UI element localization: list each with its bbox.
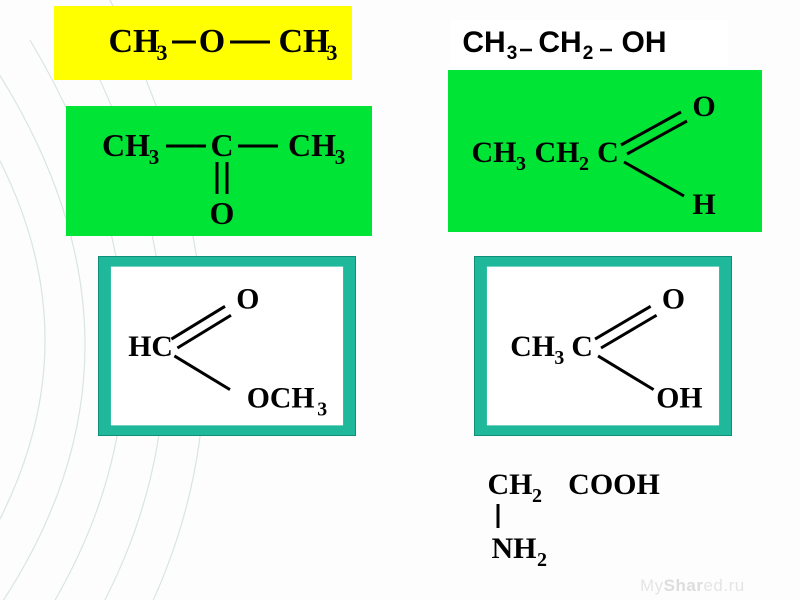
svg-text:2: 2 xyxy=(579,153,589,175)
svg-text:3: 3 xyxy=(507,43,518,64)
svg-text:3: 3 xyxy=(554,347,564,369)
svg-text:3: 3 xyxy=(157,40,168,65)
svg-text:2: 2 xyxy=(532,485,542,507)
svg-text:OH: OH xyxy=(656,382,702,415)
svg-text:3: 3 xyxy=(335,145,346,169)
svg-text:C: C xyxy=(597,136,619,169)
svg-text:3: 3 xyxy=(317,398,327,420)
svg-text:2: 2 xyxy=(537,549,547,571)
svg-text:O: O xyxy=(662,282,685,315)
svg-text:O: O xyxy=(692,90,715,123)
svg-text:CH: CH xyxy=(488,468,533,501)
svg-text:3: 3 xyxy=(149,145,160,169)
svg-text:O: O xyxy=(199,23,225,60)
svg-text:OH: OH xyxy=(622,26,667,59)
svg-text:2: 2 xyxy=(583,43,594,64)
formula-dimethyl-ether: CH3OCH3 xyxy=(54,6,352,80)
formula-ethanol: CH3CH2OH xyxy=(450,20,728,66)
svg-text:CH: CH xyxy=(102,127,150,163)
svg-text:C: C xyxy=(210,127,233,163)
svg-text:3: 3 xyxy=(516,153,526,175)
formula-acetone: CH3CCH3O xyxy=(66,106,372,236)
svg-text:HC: HC xyxy=(128,330,173,363)
formula-glycine: CH2COOHNH2 xyxy=(480,454,728,574)
svg-text:NH: NH xyxy=(492,532,537,565)
svg-text:O: O xyxy=(210,195,235,231)
svg-text:C: C xyxy=(571,330,593,363)
svg-text:CH: CH xyxy=(472,136,517,169)
svg-text:O: O xyxy=(236,282,259,315)
svg-text:CH: CH xyxy=(462,26,505,59)
svg-text:CH: CH xyxy=(535,136,580,169)
svg-text:COOH: COOH xyxy=(568,468,660,501)
svg-text:H: H xyxy=(692,188,715,221)
svg-text:CH: CH xyxy=(109,23,160,60)
svg-text:3: 3 xyxy=(327,40,338,65)
formula-methyl-formate: HC O OCH3 xyxy=(98,256,356,436)
formula-propanal: CH3CH2COH xyxy=(448,70,762,232)
svg-text:CH: CH xyxy=(288,127,336,163)
svg-text:CH: CH xyxy=(538,26,581,59)
watermark: MyShared.ru xyxy=(640,576,745,596)
svg-text:CH: CH xyxy=(510,330,555,363)
svg-text:OCH: OCH xyxy=(247,382,315,415)
formula-acetic-acid: CH3C O OH xyxy=(474,256,732,436)
svg-text:CH: CH xyxy=(279,23,330,60)
